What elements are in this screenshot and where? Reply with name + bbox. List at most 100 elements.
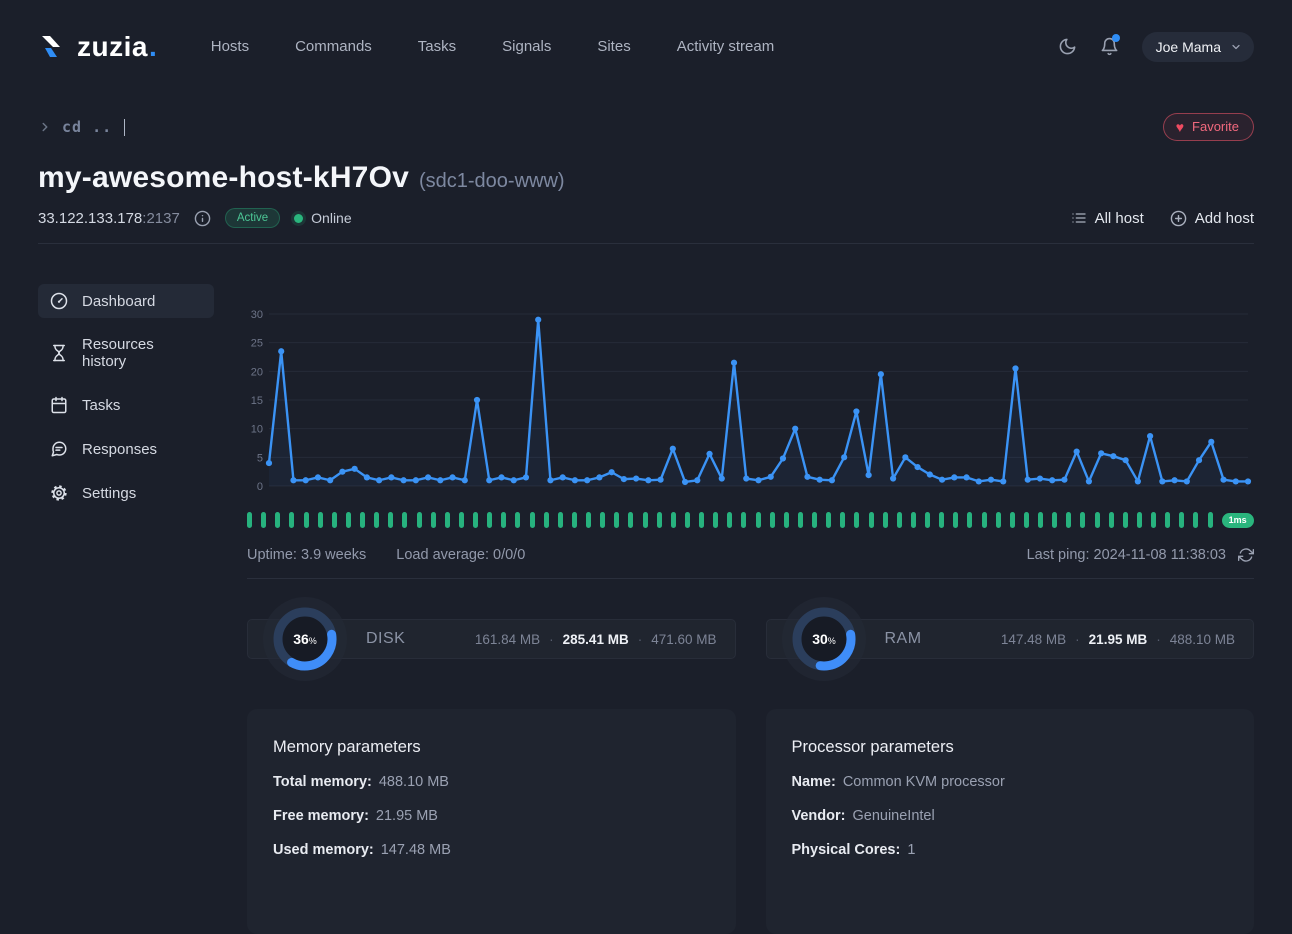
- ping-tick[interactable]: [374, 512, 379, 528]
- ping-tick[interactable]: [473, 512, 478, 528]
- nav-commands[interactable]: Commands: [295, 38, 372, 55]
- ping-tick[interactable]: [1010, 512, 1015, 528]
- ping-tick[interactable]: [883, 512, 888, 528]
- ping-tick[interactable]: [445, 512, 450, 528]
- ping-tick[interactable]: [530, 512, 535, 528]
- ping-tick[interactable]: [939, 512, 944, 528]
- ping-tick[interactable]: [897, 512, 902, 528]
- ping-tick[interactable]: [869, 512, 874, 528]
- ping-tick[interactable]: [388, 512, 393, 528]
- resource-line-chart[interactable]: 051015202530: [247, 298, 1254, 490]
- status-row: Uptime: 3.9 weeks Load average: 0/0/0 La…: [247, 547, 1254, 563]
- ping-tick[interactable]: [1038, 512, 1043, 528]
- ping-tick[interactable]: [1024, 512, 1029, 528]
- disk-value-total: 471.60 MB: [651, 632, 716, 647]
- ping-tick[interactable]: [953, 512, 958, 528]
- ping-tick[interactable]: [261, 512, 266, 528]
- app-logo[interactable]: zuzia.: [38, 31, 157, 63]
- ping-tick[interactable]: [247, 512, 252, 528]
- sidebar-item-responses[interactable]: Responses: [38, 432, 214, 466]
- ping-tick[interactable]: [558, 512, 563, 528]
- ping-tick[interactable]: [332, 512, 337, 528]
- ping-tick[interactable]: [854, 512, 859, 528]
- chevron-down-icon: [1230, 41, 1242, 53]
- ping-tick[interactable]: [459, 512, 464, 528]
- ping-tick[interactable]: [1095, 512, 1100, 528]
- ping-tick[interactable]: [487, 512, 492, 528]
- ping-tick[interactable]: [741, 512, 746, 528]
- ping-tick[interactable]: [1080, 512, 1085, 528]
- nav-hosts[interactable]: Hosts: [211, 38, 249, 55]
- sidebar-item-resources-history[interactable]: Resources history: [38, 328, 214, 378]
- favorite-button[interactable]: ♥ Favorite: [1163, 113, 1254, 141]
- ping-tick[interactable]: [1137, 512, 1142, 528]
- ping-tick[interactable]: [1052, 512, 1057, 528]
- ping-tick[interactable]: [1193, 512, 1198, 528]
- ping-tick[interactable]: [657, 512, 662, 528]
- ping-tick[interactable]: [417, 512, 422, 528]
- ping-tick[interactable]: [318, 512, 323, 528]
- status-divider: [247, 578, 1254, 579]
- ping-tick[interactable]: [756, 512, 761, 528]
- ping-tick[interactable]: [572, 512, 577, 528]
- nav-tasks[interactable]: Tasks: [418, 38, 456, 55]
- sidebar-item-tasks[interactable]: Tasks: [38, 388, 214, 422]
- add-host-button[interactable]: Add host: [1170, 210, 1254, 227]
- ping-tick[interactable]: [402, 512, 407, 528]
- ping-tick[interactable]: [431, 512, 436, 528]
- breadcrumb[interactable]: cd ..: [38, 118, 125, 136]
- memory-card-title: Memory parameters: [273, 738, 710, 757]
- memory-total-label: Total memory:: [273, 774, 372, 790]
- ping-tick[interactable]: [911, 512, 916, 528]
- ping-tick[interactable]: [1179, 512, 1184, 528]
- all-host-button[interactable]: All host: [1071, 210, 1144, 227]
- ping-tick[interactable]: [628, 512, 633, 528]
- nav-sites[interactable]: Sites: [597, 38, 630, 55]
- ping-tick[interactable]: [967, 512, 972, 528]
- sidebar-item-settings[interactable]: Settings: [38, 476, 214, 510]
- ping-tick[interactable]: [643, 512, 648, 528]
- ping-tick[interactable]: [1208, 512, 1213, 528]
- ping-tick[interactable]: [727, 512, 732, 528]
- ping-tick[interactable]: [812, 512, 817, 528]
- memory-total-value: 488.10 MB: [379, 774, 449, 790]
- ping-tick[interactable]: [996, 512, 1001, 528]
- ping-tick[interactable]: [784, 512, 789, 528]
- breadcrumb-row: cd .. ♥ Favorite: [38, 113, 1254, 141]
- ping-tick[interactable]: [798, 512, 803, 528]
- ping-tick[interactable]: [1109, 512, 1114, 528]
- notifications-bell-icon[interactable]: [1100, 37, 1119, 56]
- ping-tick[interactable]: [982, 512, 987, 528]
- ping-tick[interactable]: [515, 512, 520, 528]
- ping-tick[interactable]: [1165, 512, 1170, 528]
- ping-tick[interactable]: [275, 512, 280, 528]
- refresh-icon[interactable]: [1238, 547, 1254, 563]
- ping-tick[interactable]: [840, 512, 845, 528]
- svg-text:15: 15: [251, 395, 263, 407]
- ping-tick[interactable]: [346, 512, 351, 528]
- sidebar-item-dashboard[interactable]: Dashboard: [38, 284, 214, 318]
- ping-tick[interactable]: [1123, 512, 1128, 528]
- ping-tick[interactable]: [501, 512, 506, 528]
- ping-tick[interactable]: [770, 512, 775, 528]
- ping-tick[interactable]: [713, 512, 718, 528]
- ping-tick[interactable]: [304, 512, 309, 528]
- ping-tick[interactable]: [1151, 512, 1156, 528]
- ping-tick[interactable]: [826, 512, 831, 528]
- ping-tick[interactable]: [600, 512, 605, 528]
- nav-signals[interactable]: Signals: [502, 38, 551, 55]
- ping-tick[interactable]: [360, 512, 365, 528]
- ping-tick[interactable]: [1066, 512, 1071, 528]
- ping-tick[interactable]: [685, 512, 690, 528]
- ping-tick[interactable]: [699, 512, 704, 528]
- ping-tick[interactable]: [289, 512, 294, 528]
- ping-tick[interactable]: [614, 512, 619, 528]
- ping-tick[interactable]: [671, 512, 676, 528]
- info-icon[interactable]: [194, 210, 211, 227]
- ping-tick[interactable]: [586, 512, 591, 528]
- ping-tick[interactable]: [544, 512, 549, 528]
- user-menu[interactable]: Joe Mama: [1142, 32, 1254, 62]
- ping-tick[interactable]: [925, 512, 930, 528]
- dark-mode-moon-icon[interactable]: [1058, 37, 1077, 56]
- nav-activity-stream[interactable]: Activity stream: [677, 38, 775, 55]
